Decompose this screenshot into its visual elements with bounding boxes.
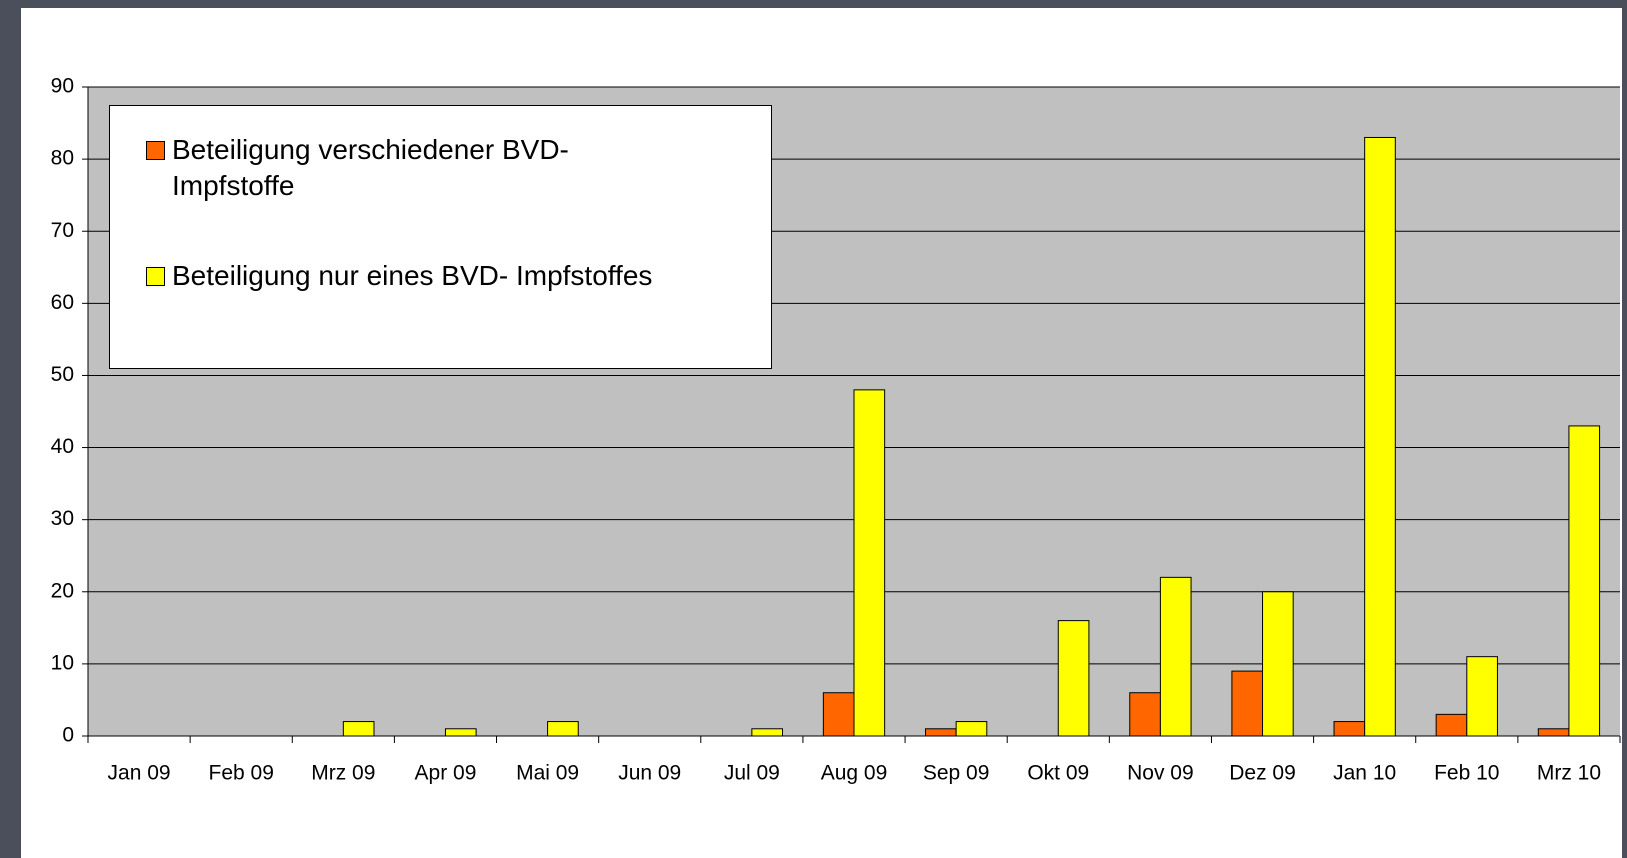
bar [547, 721, 579, 737]
x-tick-label: Apr 09 [415, 762, 477, 785]
bar [751, 728, 784, 737]
legend-label: Beteiligung verschiedener BVD-Impfstoffe [172, 134, 569, 201]
x-tick-label: Jan 10 [1333, 762, 1396, 785]
legend-entry: Beteiligung verschiedener BVD-Impfstoffe [146, 132, 652, 204]
bar [1129, 692, 1161, 737]
x-tick-label: Aug 09 [821, 762, 888, 785]
x-tick-label: Mrz 10 [1537, 762, 1601, 785]
x-tick-label: Okt 09 [1027, 762, 1089, 785]
bar [342, 721, 375, 737]
x-tick-label: Nov 09 [1127, 762, 1194, 785]
y-tick-label: 90 [51, 75, 74, 98]
bar [955, 721, 988, 737]
legend-entry: Beteiligung nur eines BVD- Impfstoffes [146, 258, 772, 294]
bar [444, 728, 477, 737]
bar [1466, 656, 1498, 737]
x-tick-label: Dez 09 [1229, 762, 1296, 785]
x-tick-label: Feb 10 [1434, 762, 1499, 785]
y-tick-label: 20 [51, 579, 74, 602]
y-tick-label: 0 [62, 724, 74, 747]
legend-swatch [146, 267, 165, 286]
bar [1435, 713, 1468, 737]
x-tick-label: Mai 09 [516, 762, 579, 785]
y-tick-label: 30 [51, 507, 74, 530]
bar [1057, 620, 1090, 737]
y-tick-label: 70 [51, 219, 74, 242]
bar [1537, 728, 1570, 737]
bar [1364, 136, 1396, 737]
bar [1333, 721, 1366, 737]
legend-swatch [146, 141, 165, 160]
x-tick-label: Jan 09 [108, 762, 171, 785]
bar [924, 728, 957, 737]
x-tick-label: Jun 09 [618, 762, 681, 785]
y-tick-label: 40 [51, 435, 74, 458]
x-tick-label: Sep 09 [923, 762, 990, 785]
legend: Beteiligung verschiedener BVD-Impfstoffe… [109, 105, 772, 369]
y-tick-label: 60 [51, 291, 74, 314]
y-tick-label: 10 [51, 651, 74, 674]
bar [853, 389, 886, 737]
x-tick-label: Jul 09 [724, 762, 780, 785]
bar [822, 692, 855, 737]
bar [1159, 576, 1192, 737]
bar [1231, 670, 1264, 737]
x-tick-label: Mrz 09 [311, 762, 375, 785]
bar [1262, 591, 1294, 737]
legend-label: Beteiligung nur eines BVD- Impfstoffes [172, 260, 653, 291]
bar [1568, 425, 1601, 737]
y-tick-label: 50 [51, 363, 74, 386]
x-tick-label: Feb 09 [209, 762, 274, 785]
y-tick-label: 80 [51, 147, 74, 170]
